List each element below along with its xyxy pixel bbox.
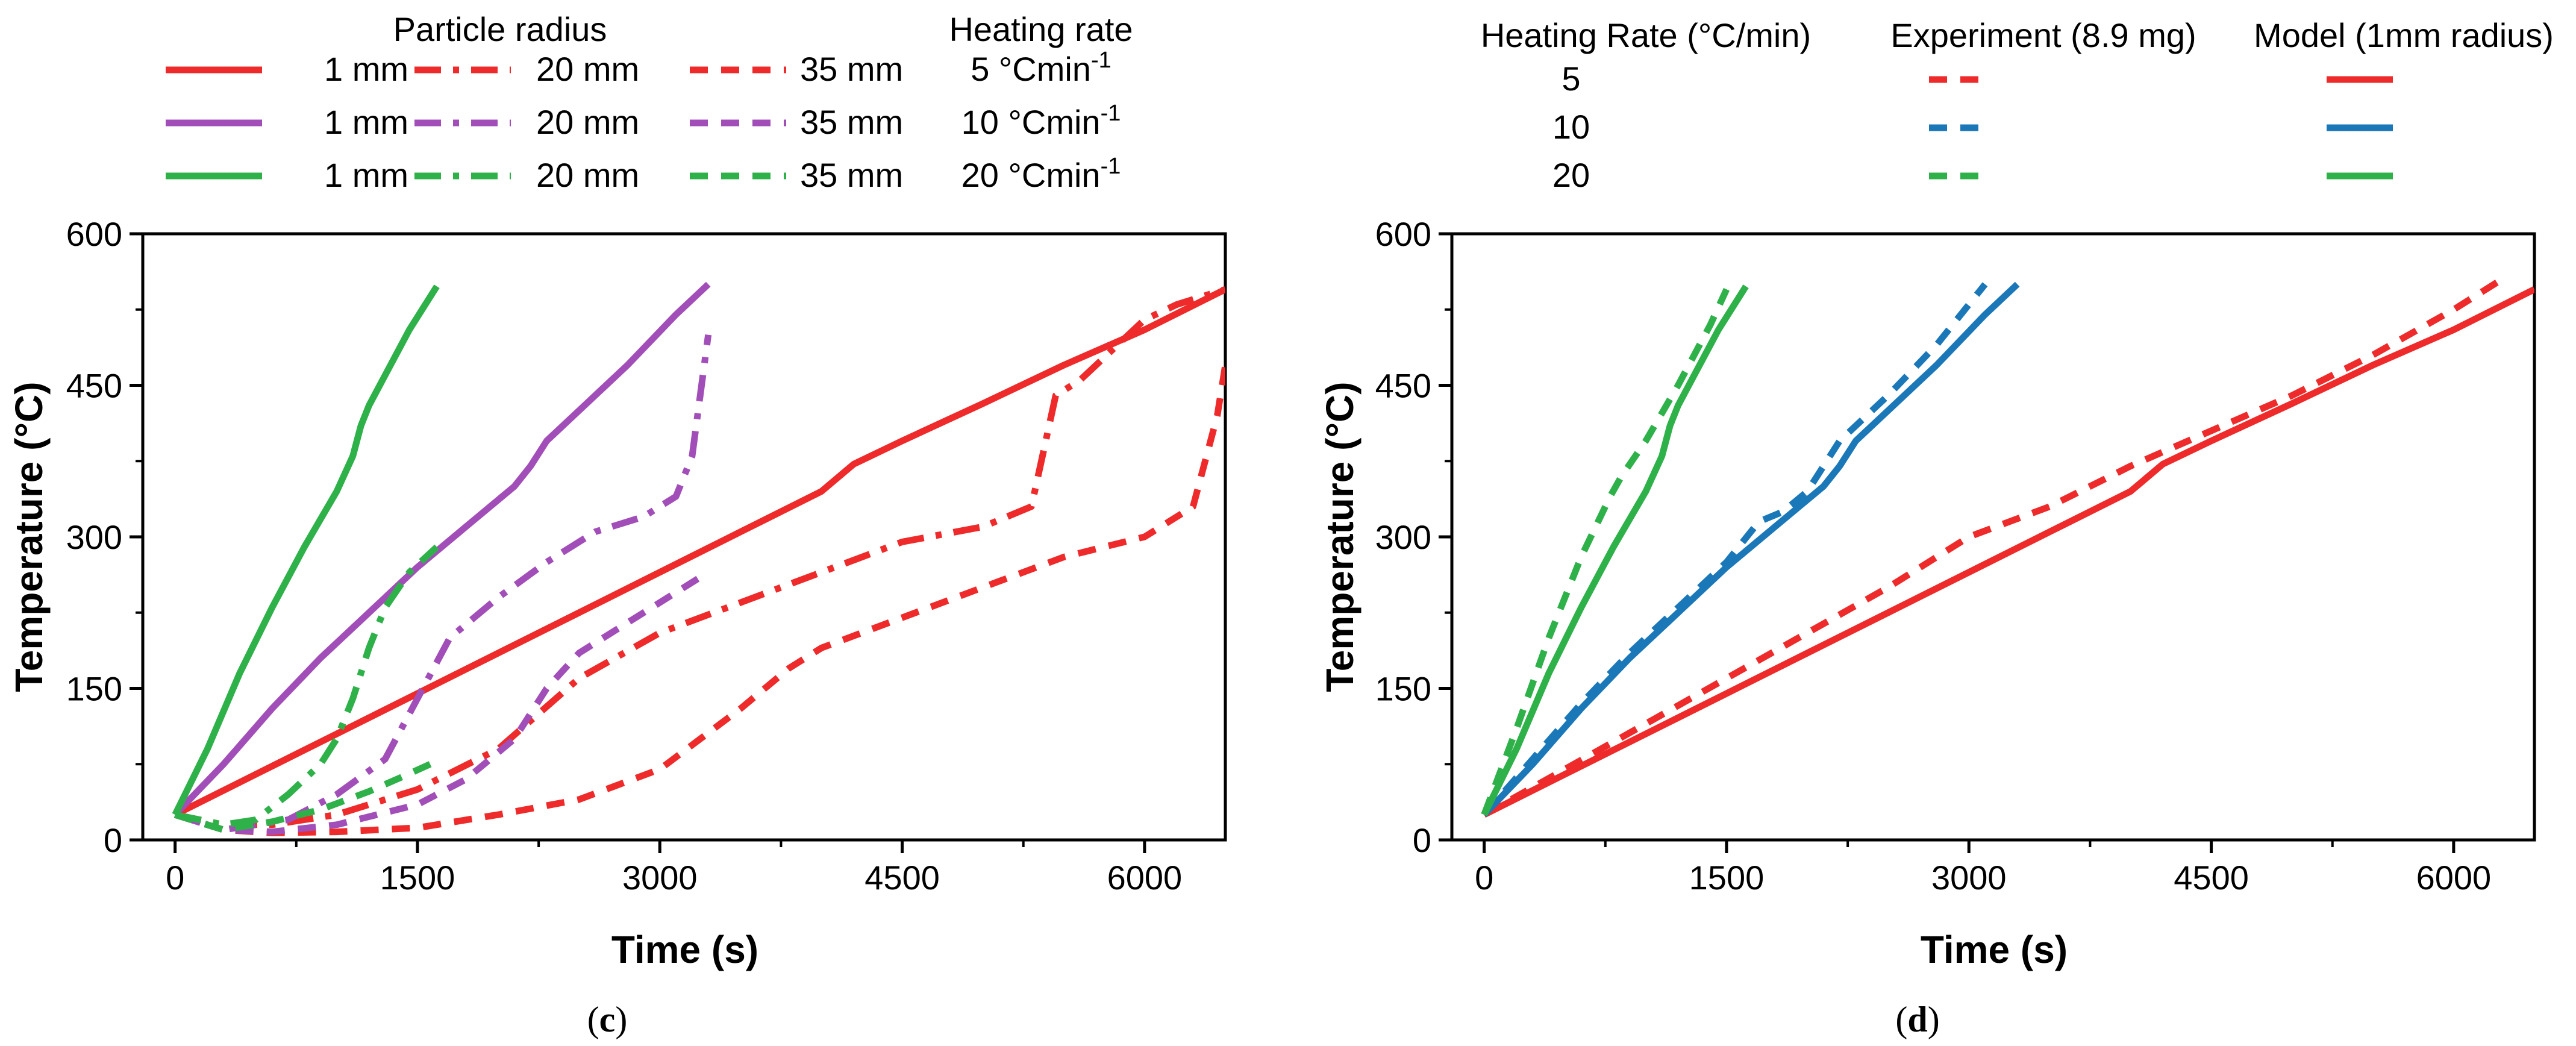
y-tick-label-c: 450 <box>66 367 122 405</box>
legend-c-label-solid: 1 mm <box>324 103 408 141</box>
legend-d-header-rate: Heating Rate (°C/min) <box>1481 16 1811 54</box>
series-line-d-3 <box>1481 281 2020 817</box>
x-tick-label-d: 1500 <box>1689 859 1765 897</box>
series-line-c-5 <box>174 569 710 836</box>
y-tick-label-d: 600 <box>1375 215 1431 253</box>
y-tick-label-d: 450 <box>1375 367 1431 405</box>
x-tick-label-c: 0 <box>166 859 184 897</box>
legend-c-label-dashdot: 20 mm <box>536 103 639 141</box>
x-tick-label-d: 0 <box>1475 859 1493 897</box>
x-axis-title-d: Time (s) <box>1921 928 2068 971</box>
series-line-d-4 <box>1481 287 1730 816</box>
series-line-c-4 <box>174 334 712 833</box>
y-tick-label-d: 300 <box>1375 518 1431 556</box>
series-line-c-8 <box>174 758 439 833</box>
y-axis-title-c: Temperature (°C) <box>7 381 51 692</box>
series-line-c-1 <box>174 286 1225 828</box>
legend-d-rate: 10 <box>1552 108 1590 146</box>
y-tick-label-c: 150 <box>66 670 122 708</box>
y-tick-label-d: 150 <box>1375 670 1431 708</box>
x-tick-label-c: 6000 <box>1107 859 1183 897</box>
x-axis-title-c: Time (s) <box>611 928 758 971</box>
legend-c: Particle radius Heating rate 1 mm 20 mm 35… <box>166 10 1133 194</box>
y-tick-label-c: 300 <box>66 518 122 556</box>
y-tick-label-c: 0 <box>104 821 122 859</box>
legend-c-rate: 5 °Cmin-1 <box>971 48 1111 88</box>
series-line-c-2 <box>174 365 1225 836</box>
legend-c-header-radius: Particle radius <box>393 10 607 48</box>
legend-d: Heating Rate (°C/min) Experiment (8.9 mg… <box>1481 16 2554 194</box>
legend-c-header-rate: Heating rate <box>949 10 1133 48</box>
legend-c-label-dash: 35 mm <box>800 103 903 141</box>
series-line-d-5 <box>1481 284 1749 816</box>
panel-label-c: (c) <box>587 1000 628 1039</box>
series-line-d-1 <box>1483 286 2534 818</box>
x-tick-label-d: 4500 <box>2174 859 2249 897</box>
legend-c-rate: 10 °Cmin-1 <box>961 101 1121 141</box>
legend-c-label-solid: 1 mm <box>324 50 408 88</box>
legend-c-label-dash: 35 mm <box>800 50 903 88</box>
x-tick-label-c: 1500 <box>380 859 455 897</box>
legend-c-label-dashdot: 20 mm <box>536 50 639 88</box>
panel-label-d: (d) <box>1895 1000 1939 1039</box>
y-tick-label-d: 0 <box>1413 821 1431 859</box>
legend-c-rate: 20 °Cmin-1 <box>961 154 1121 194</box>
x-tick-label-d: 6000 <box>2416 859 2492 897</box>
legend-c-label-dashdot: 20 mm <box>536 156 639 194</box>
y-tick-label-c: 600 <box>66 215 122 253</box>
y-axis-title-d: Temperature (°C) <box>1318 381 1361 692</box>
panel-c-chart: Particle radius Heating rate 1 mm 20 mm 35… <box>7 10 1227 1039</box>
legend-c-label-dash: 35 mm <box>800 156 903 194</box>
panel-d-chart: Heating Rate (°C/min) Experiment (8.9 mg… <box>1318 16 2554 1039</box>
legend-d-header-model: Model (1mm radius) <box>2254 16 2554 54</box>
x-tick-label-c: 4500 <box>864 859 940 897</box>
series-line-c-7 <box>174 544 439 828</box>
series-line-c-6 <box>172 284 440 816</box>
legend-d-header-experiment: Experiment (8.9 mg) <box>1890 16 2196 54</box>
series-line-d-0 <box>1482 276 2504 818</box>
series-line-c-3 <box>172 281 711 817</box>
x-tick-label-c: 3000 <box>622 859 698 897</box>
legend-d-rate: 5 <box>1562 60 1580 98</box>
x-tick-label-d: 3000 <box>1931 859 2007 897</box>
legend-d-rate: 20 <box>1552 156 1590 194</box>
series-line-c-0 <box>174 286 1225 818</box>
legend-c-label-solid: 1 mm <box>324 156 408 194</box>
